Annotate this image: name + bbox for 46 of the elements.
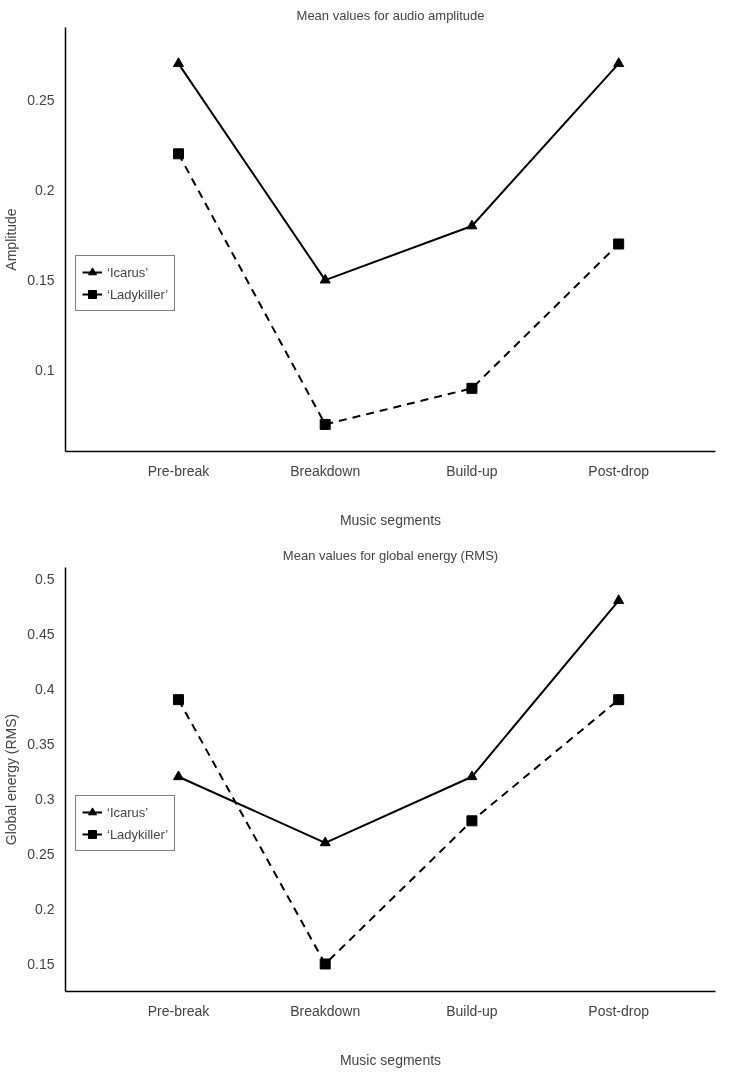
chart-title: Mean values for global energy (RMS) bbox=[282, 547, 499, 563]
y-tick-label: 0.3 bbox=[35, 790, 55, 807]
point bbox=[613, 57, 625, 67]
point bbox=[319, 273, 331, 284]
x-tick-label: Pre-break bbox=[147, 1002, 211, 1019]
y-tick-label: 0.4 bbox=[35, 680, 55, 697]
x-tick-label: Build-up bbox=[446, 462, 498, 479]
x-tick-label: Post-drop bbox=[588, 462, 650, 479]
point bbox=[466, 219, 478, 230]
y-axis-title: Amplitude bbox=[3, 208, 20, 271]
point bbox=[172, 770, 184, 781]
legend-label: ‘Ladykiller’ bbox=[107, 286, 169, 302]
y-tick-label: 0.15 bbox=[27, 955, 55, 972]
y-tick-label: 0.35 bbox=[27, 735, 55, 752]
x-tick-label: Build-up bbox=[446, 1002, 498, 1019]
legend-label: ‘Icarus’ bbox=[107, 264, 149, 280]
point bbox=[466, 770, 478, 781]
y-tick-label: 0.2 bbox=[35, 900, 55, 917]
point bbox=[466, 382, 478, 394]
point bbox=[613, 594, 625, 604]
chart-title: Mean values for audio amplitude bbox=[296, 7, 485, 23]
point bbox=[319, 958, 331, 970]
legend-label: ‘Ladykiller’ bbox=[107, 826, 169, 842]
point bbox=[319, 418, 331, 430]
y-tick-label: 0.1 bbox=[35, 362, 55, 379]
y-tick-label: 0.5 bbox=[35, 570, 55, 587]
point bbox=[172, 694, 184, 706]
x-axis-title: Music segments bbox=[339, 1051, 442, 1068]
y-tick-label: 0.25 bbox=[27, 845, 55, 862]
y-tick-label: 0.15 bbox=[27, 272, 55, 289]
point bbox=[319, 836, 331, 847]
x-tick-label: Breakdown bbox=[290, 462, 361, 479]
y-tick-label: 0.45 bbox=[27, 625, 55, 642]
x-axis-title: Music segments bbox=[339, 511, 442, 528]
point bbox=[172, 57, 184, 67]
point bbox=[613, 238, 625, 250]
legend-label: ‘Icarus’ bbox=[107, 804, 149, 820]
point bbox=[613, 694, 625, 706]
point bbox=[466, 815, 478, 827]
x-tick-label: Pre-break bbox=[147, 462, 211, 479]
y-tick-label: 0.25 bbox=[27, 91, 55, 108]
point bbox=[172, 148, 184, 160]
y-tick-label: 0.2 bbox=[35, 181, 55, 198]
x-tick-label: Breakdown bbox=[290, 1002, 361, 1019]
x-tick-label: Post-drop bbox=[588, 1002, 650, 1019]
y-axis-title: Global energy (RMS) bbox=[3, 713, 20, 846]
